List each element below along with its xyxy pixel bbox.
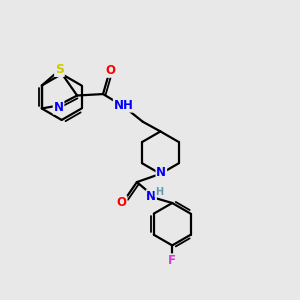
Text: N: N xyxy=(54,101,64,114)
Text: NH: NH xyxy=(114,99,134,112)
Text: H: H xyxy=(155,187,163,197)
Text: N: N xyxy=(146,190,156,203)
Text: O: O xyxy=(106,64,116,77)
Text: F: F xyxy=(168,254,176,267)
Text: O: O xyxy=(117,196,127,209)
Text: N: N xyxy=(156,166,166,179)
Text: S: S xyxy=(55,63,64,76)
